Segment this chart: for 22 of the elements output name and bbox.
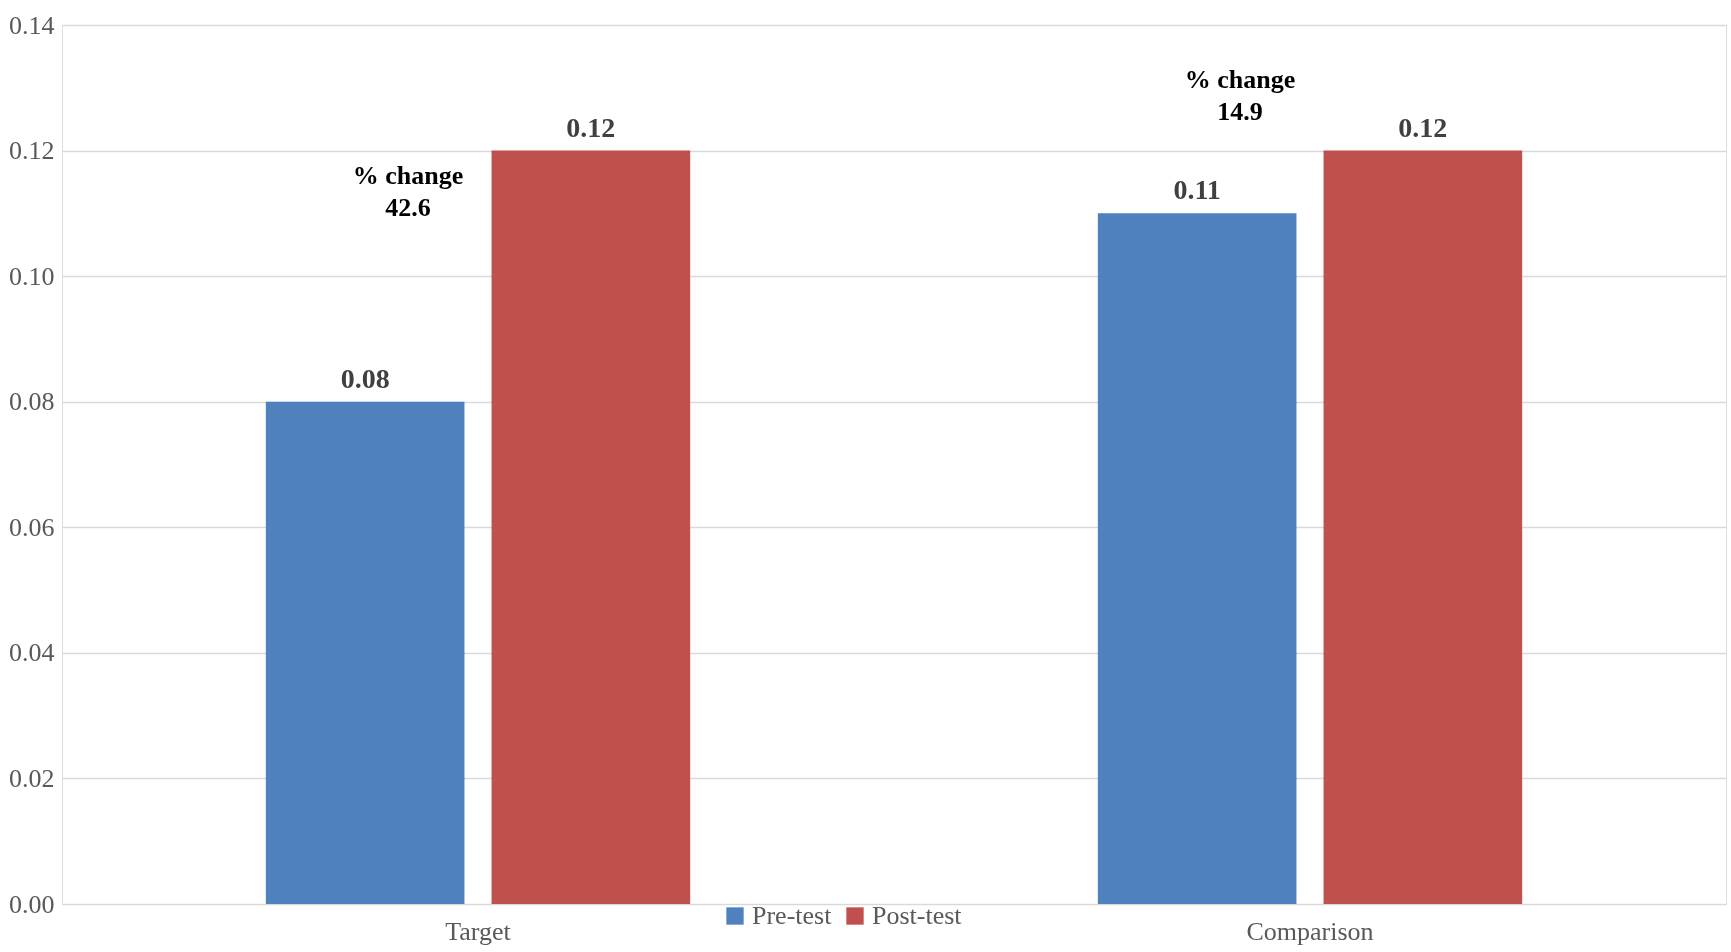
legend-label: Pre-test: [752, 901, 833, 930]
data-label: 0.12: [1398, 111, 1448, 143]
y-tick-label: 0.00: [9, 889, 55, 919]
y-tick-label: 0.14: [9, 10, 55, 40]
legend-label: Post-test: [872, 901, 963, 930]
y-tick-label: 0.04: [9, 638, 55, 668]
data-label: 0.11: [1173, 174, 1221, 206]
annotation: % change 14.9: [1184, 65, 1296, 126]
y-tick-label: 0.10: [9, 261, 55, 291]
y-tick-label: 0.08: [9, 387, 55, 417]
y-tick-label: 0.12: [9, 136, 55, 166]
y-tick-label: 0.02: [9, 763, 55, 793]
annotation: % change 42.6: [352, 161, 464, 222]
x-tick-label: Comparison: [1246, 916, 1374, 946]
data-label: 0.12: [566, 111, 616, 143]
bar: [265, 401, 465, 904]
x-tick-label: Target: [445, 916, 512, 946]
bar: [1323, 150, 1523, 904]
bar: [491, 150, 691, 904]
data-label: 0.08: [340, 362, 390, 394]
bar: [1097, 213, 1297, 904]
y-tick-label: 0.06: [9, 512, 55, 542]
